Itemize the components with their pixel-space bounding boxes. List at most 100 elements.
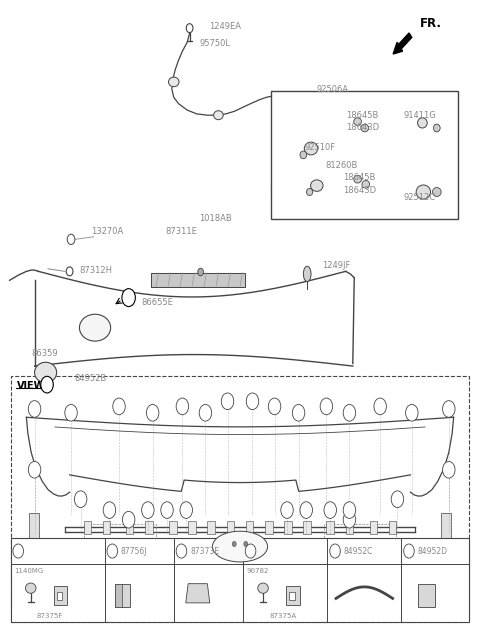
Ellipse shape [303, 266, 311, 282]
Bar [346, 521, 353, 534]
Circle shape [67, 234, 75, 244]
Bar [235, 531, 245, 540]
Ellipse shape [362, 180, 370, 188]
Text: d: d [32, 465, 37, 474]
Text: f: f [408, 547, 410, 556]
Circle shape [232, 541, 236, 547]
Ellipse shape [361, 124, 369, 132]
Bar [29, 513, 39, 539]
Text: 87375A: 87375A [269, 612, 297, 619]
Bar [286, 586, 300, 605]
Text: b: b [225, 397, 230, 406]
Text: 87756J: 87756J [121, 547, 147, 556]
Bar [324, 524, 396, 575]
Text: c: c [328, 506, 332, 515]
Ellipse shape [311, 180, 323, 191]
Circle shape [324, 502, 336, 518]
Text: 1140MG: 1140MG [14, 568, 44, 574]
Circle shape [374, 398, 386, 415]
Ellipse shape [168, 77, 179, 86]
Text: a: a [117, 402, 121, 411]
Ellipse shape [307, 188, 313, 195]
Circle shape [66, 267, 73, 276]
Text: 1249EA: 1249EA [209, 22, 241, 31]
Bar [418, 584, 435, 607]
Text: d: d [446, 465, 451, 474]
Ellipse shape [433, 124, 440, 132]
Circle shape [221, 393, 234, 410]
Text: c: c [151, 408, 155, 417]
Text: c: c [184, 506, 188, 515]
Text: c: c [165, 506, 169, 515]
Text: c: c [304, 506, 308, 515]
Circle shape [320, 398, 333, 415]
Text: c: c [180, 547, 183, 556]
Circle shape [343, 502, 356, 518]
Text: 90782: 90782 [247, 568, 269, 574]
Text: 81260B: 81260B [325, 161, 358, 170]
Circle shape [300, 502, 312, 518]
Circle shape [13, 544, 24, 558]
Circle shape [28, 401, 41, 417]
Bar [115, 584, 130, 607]
Bar [265, 521, 273, 534]
Bar [57, 592, 62, 600]
Text: 92506A: 92506A [317, 85, 349, 94]
Text: e: e [395, 495, 400, 504]
Text: c: c [204, 408, 207, 417]
Text: 84952D: 84952D [418, 547, 447, 556]
Text: 86359: 86359 [31, 349, 58, 358]
Ellipse shape [300, 151, 307, 159]
Bar [370, 521, 377, 534]
Circle shape [161, 502, 173, 518]
Text: b: b [409, 408, 414, 417]
Circle shape [343, 511, 356, 528]
Text: A: A [126, 293, 132, 302]
Text: 87311E: 87311E [166, 227, 197, 236]
Circle shape [443, 461, 455, 478]
Text: 13270A: 13270A [91, 227, 123, 236]
Text: d: d [248, 547, 253, 556]
Text: VIEW: VIEW [17, 381, 46, 391]
Circle shape [122, 289, 135, 307]
Bar [84, 524, 156, 575]
Text: 92510F: 92510F [305, 143, 336, 152]
Text: c: c [146, 506, 150, 515]
Text: FR.: FR. [420, 17, 442, 30]
Text: b: b [110, 547, 115, 556]
Circle shape [246, 393, 259, 410]
Ellipse shape [25, 583, 36, 593]
Circle shape [245, 544, 256, 558]
Text: e: e [78, 495, 83, 504]
Circle shape [268, 398, 281, 415]
Circle shape [281, 502, 293, 518]
Circle shape [443, 401, 455, 417]
Bar [103, 521, 110, 534]
Text: 18643D: 18643D [346, 124, 379, 132]
Ellipse shape [354, 175, 361, 183]
Circle shape [41, 376, 53, 393]
Circle shape [391, 491, 404, 508]
Bar [227, 521, 234, 534]
Ellipse shape [418, 118, 427, 128]
Text: a: a [272, 402, 277, 411]
Bar [246, 521, 253, 534]
Text: e: e [333, 547, 337, 556]
Ellipse shape [432, 188, 441, 196]
Circle shape [107, 544, 118, 558]
Ellipse shape [212, 531, 268, 562]
Circle shape [244, 541, 248, 547]
Text: a: a [16, 547, 21, 556]
Circle shape [142, 502, 154, 518]
Text: 1249JF: 1249JF [322, 261, 350, 270]
Bar [115, 584, 122, 607]
Text: b: b [69, 408, 73, 417]
Ellipse shape [214, 111, 223, 120]
Text: b: b [250, 397, 255, 406]
Circle shape [186, 24, 193, 33]
Bar [303, 521, 311, 534]
Text: a: a [180, 402, 185, 411]
Circle shape [103, 502, 116, 518]
Bar [169, 521, 177, 534]
Text: 95750L: 95750L [199, 39, 230, 48]
